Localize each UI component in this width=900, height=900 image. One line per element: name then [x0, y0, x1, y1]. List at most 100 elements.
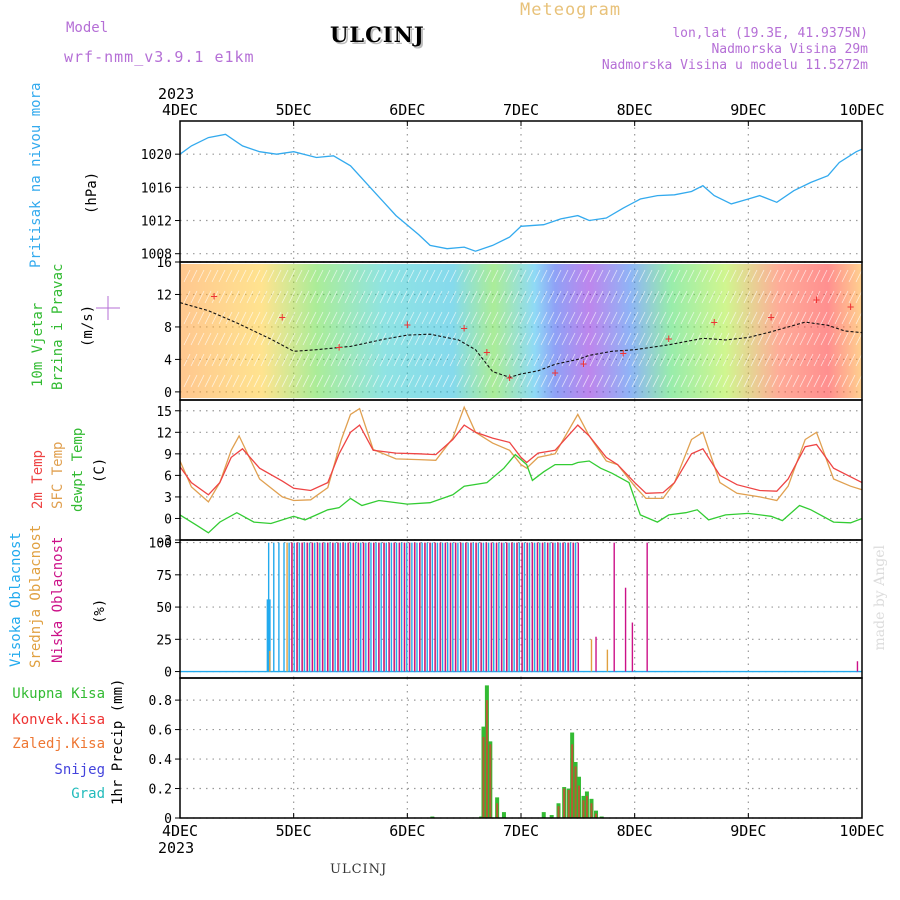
wind-barb [659, 290, 667, 304]
ytick-label: 25 [156, 633, 172, 648]
wind-barb [771, 290, 779, 304]
wind-barb [680, 269, 688, 283]
wind-barb [785, 311, 793, 325]
wind-barb [197, 311, 205, 325]
wind-barb [442, 269, 450, 283]
ytick-label: 100 [149, 537, 172, 552]
wind-barb [561, 353, 569, 367]
wind-barb [813, 290, 821, 304]
wind-barb [491, 374, 499, 388]
gust-marker: + [665, 331, 672, 345]
wind-barb [526, 353, 534, 367]
wind-barb [729, 311, 737, 325]
wind-barb [792, 290, 800, 304]
wind-barb [309, 311, 317, 325]
wind-barb [645, 311, 653, 325]
ytick-label: 3 [164, 491, 172, 506]
wind-barb [547, 353, 555, 367]
wind-barb [435, 290, 443, 304]
wind-barb [183, 311, 191, 325]
wind-barb [428, 290, 436, 304]
wind-barb [526, 332, 534, 346]
wind-barb [771, 353, 779, 367]
wind-barb [617, 332, 625, 346]
wind-barb [785, 290, 793, 304]
model-altitude-label: Nadmorska Visina u modelu 11.5272m [601, 58, 868, 73]
wind-barb [736, 311, 744, 325]
wind-barb [316, 290, 324, 304]
wind-barb [274, 311, 282, 325]
wind-barb [624, 290, 632, 304]
wind-barb [470, 374, 478, 388]
wind-barb [337, 332, 345, 346]
chart-title: ULCINJ [330, 22, 425, 47]
ytick-label: 0.6 [149, 724, 172, 739]
gust-marker: + [767, 310, 774, 324]
wind-barb [393, 311, 401, 325]
wind-barb [463, 332, 471, 346]
wind-barb [631, 290, 639, 304]
wind-barb [323, 290, 331, 304]
wind-barb [232, 353, 240, 367]
wind-barb [547, 269, 555, 283]
wind-barb [589, 374, 597, 388]
wind-barb [533, 353, 541, 367]
wind-barb [386, 332, 394, 346]
wind-barb [218, 332, 226, 346]
wind-barb [477, 332, 485, 346]
wind-barb [666, 353, 674, 367]
wind-barb [253, 311, 261, 325]
wind-barb [673, 269, 681, 283]
wind-barb [491, 353, 499, 367]
wind-barb [575, 374, 583, 388]
wind-barb [638, 269, 646, 283]
wind-barb [680, 311, 688, 325]
wind-barb [400, 269, 408, 283]
wind-barb [330, 353, 338, 367]
wind-barb [589, 332, 597, 346]
legend-snow: Snijeg [54, 762, 105, 778]
wind-barb [463, 269, 471, 283]
x-label-top: 9DEC [730, 101, 766, 119]
precip-convective-bar [496, 803, 499, 818]
wind-barb [750, 353, 758, 367]
wind-barb [820, 290, 828, 304]
wind-barb [799, 269, 807, 283]
wind-barb [610, 269, 618, 283]
wind-barb [414, 311, 422, 325]
wind-barb [365, 290, 373, 304]
wind-barb [470, 290, 478, 304]
wind-barb [386, 290, 394, 304]
model-label: Model [66, 20, 109, 36]
wind-barb [729, 374, 737, 388]
wind-barb [358, 353, 366, 367]
wind-barb [708, 311, 716, 325]
wind-barb [414, 290, 422, 304]
wind-barb [477, 374, 485, 388]
wind-barb [771, 332, 779, 346]
wind-barb [610, 374, 618, 388]
ytick-label: 0 [164, 512, 172, 527]
wind-barb [435, 353, 443, 367]
wind-barb [652, 311, 660, 325]
wind-barb [372, 332, 380, 346]
year-label-top: 2023 [158, 85, 194, 103]
wind-barb [582, 332, 590, 346]
wind-barb [498, 374, 506, 388]
temp-2m-line [179, 424, 863, 496]
wind-barb [379, 311, 387, 325]
wind-barb [631, 332, 639, 346]
wind-barb [456, 374, 464, 388]
wind-barb [841, 374, 849, 388]
wind-barb [253, 269, 261, 283]
wind-barb [610, 353, 618, 367]
gust-marker: + [847, 300, 854, 314]
wind-barb [596, 374, 604, 388]
wind-barb [750, 311, 758, 325]
wind-barb [435, 311, 443, 325]
wind-barb [253, 374, 261, 388]
wind-barb [190, 353, 198, 367]
wind-barb [813, 332, 821, 346]
wind-barb [750, 269, 758, 283]
wind-barb [309, 353, 317, 367]
